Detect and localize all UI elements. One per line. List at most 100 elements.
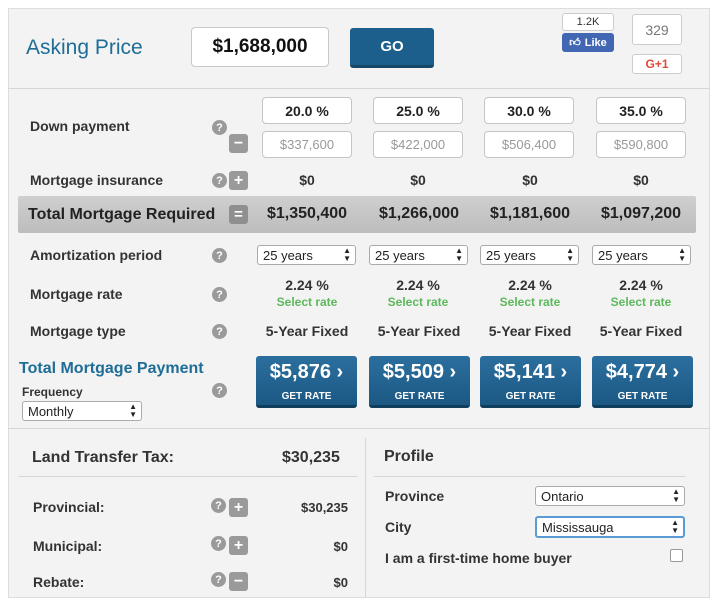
help-icon[interactable]: ?: [211, 536, 226, 551]
equals-icon: =: [229, 205, 248, 224]
get-rate-label: GET RATE: [505, 391, 556, 402]
down-payment-percent-input[interactable]: 20.0 %: [262, 97, 352, 124]
rate-cell: 2.24 % Select rate: [252, 277, 362, 309]
select-rate-link[interactable]: Select rate: [276, 295, 338, 309]
gplus-count: 329: [632, 14, 682, 45]
thumbs-up-icon: 👍︎: [569, 37, 581, 49]
amortization-select[interactable]: 25 years ▲ ▼: [592, 245, 691, 265]
frequency-select[interactable]: Monthly ▲ ▼: [22, 401, 142, 421]
section-divider: [8, 428, 710, 429]
select-arrows-icon: ▲ ▼: [671, 518, 679, 535]
plus-icon[interactable]: +: [229, 498, 248, 517]
municipal-label: Municipal:: [33, 538, 103, 554]
header: Asking Price $1,688,000 GO 1.2K 👍︎ Like …: [8, 8, 710, 88]
down-payment-percent-input[interactable]: 35.0 %: [596, 97, 686, 124]
rate-cell: 2.24 % Select rate: [363, 277, 473, 309]
help-icon[interactable]: ?: [212, 120, 227, 135]
get-rate-label: GET RATE: [617, 391, 668, 402]
insurance-value: $0: [410, 172, 426, 188]
select-arrows-icon: ▲ ▼: [678, 246, 686, 263]
select-arrows-icon: ▲ ▼: [343, 246, 351, 263]
rebate-label: Rebate:: [33, 574, 85, 590]
help-icon[interactable]: ?: [211, 572, 226, 587]
amortization-select[interactable]: 25 years ▲ ▼: [369, 245, 468, 265]
get-rate-button[interactable]: $4,774 › GET RATE: [592, 356, 693, 408]
plus-icon[interactable]: +: [229, 536, 248, 555]
mortgage-insurance-label: Mortgage insurance: [30, 172, 164, 188]
facebook-like-widget[interactable]: 1.2K 👍︎ Like: [562, 13, 614, 53]
amortization-select[interactable]: 25 years ▲ ▼: [480, 245, 579, 265]
amortization-value: 25 years: [486, 247, 536, 263]
fb-like-count: 1.2K: [562, 13, 614, 31]
rate-value: 2.24 %: [619, 277, 663, 293]
first-time-buyer-label: I am a first-time home buyer: [385, 550, 572, 566]
city-select[interactable]: Mississauga ▲ ▼: [535, 516, 685, 538]
down-payment-amount-input[interactable]: $506,400: [484, 131, 574, 158]
select-arrows-icon: ▲ ▼: [672, 487, 680, 504]
select-arrows-icon: ▲ ▼: [129, 402, 137, 419]
land-transfer-tax-title: Land Transfer Tax:: [32, 449, 174, 466]
payment-amount: $4,774: [605, 361, 667, 383]
select-rate-link[interactable]: Select rate: [610, 295, 672, 309]
get-rate-button[interactable]: $5,876 › GET RATE: [256, 356, 357, 408]
minus-icon[interactable]: −: [229, 572, 248, 591]
amortization-value: 25 years: [598, 247, 648, 263]
total-mortgage-required-bar: [18, 196, 696, 233]
gplus-button[interactable]: G+1: [632, 54, 682, 74]
payment-amount: $5,509: [382, 361, 444, 383]
insurance-value: $0: [299, 172, 315, 188]
get-rate-button[interactable]: $5,141 › GET RATE: [480, 356, 581, 408]
total-required-value: $1,266,000: [378, 205, 460, 222]
help-icon[interactable]: ?: [212, 287, 227, 302]
down-payment-amount-input[interactable]: $590,800: [596, 131, 686, 158]
help-icon[interactable]: ?: [212, 173, 227, 188]
plus-icon[interactable]: +: [229, 171, 248, 190]
down-payment-percent-input[interactable]: 30.0 %: [484, 97, 574, 124]
mortgage-type-value: 5-Year Fixed: [377, 323, 461, 339]
mortgage-rate-label: Mortgage rate: [30, 286, 123, 302]
profile-divider: [374, 476, 686, 477]
amortization-period-label: Amortization period: [30, 247, 163, 263]
rate-value: 2.24 %: [396, 277, 440, 293]
mortgage-type-label: Mortgage type: [30, 323, 126, 339]
help-icon[interactable]: ?: [212, 383, 227, 398]
asking-price-label: Asking Price: [26, 36, 143, 59]
go-button[interactable]: GO: [350, 28, 434, 68]
help-icon[interactable]: ?: [212, 324, 227, 339]
minus-icon[interactable]: −: [229, 134, 248, 153]
province-select[interactable]: Ontario ▲ ▼: [535, 486, 685, 506]
rate-cell: 2.24 % Select rate: [586, 277, 696, 309]
vertical-separator: [365, 438, 366, 598]
help-icon[interactable]: ?: [211, 498, 226, 513]
rate-value: 2.24 %: [508, 277, 552, 293]
header-divider: [8, 88, 710, 89]
provincial-value: $30,235: [301, 500, 348, 515]
select-arrows-icon: ▲ ▼: [566, 246, 574, 263]
chevron-right-icon: ›: [336, 361, 344, 383]
province-label: Province: [385, 488, 445, 504]
fb-like-label: Like: [584, 36, 607, 49]
select-arrows-icon: ▲ ▼: [455, 246, 463, 263]
insurance-value: $0: [522, 172, 538, 188]
insurance-value: $0: [633, 172, 649, 188]
rebate-value: $0: [333, 575, 348, 590]
asking-price-input[interactable]: $1,688,000: [191, 27, 329, 67]
first-time-buyer-checkbox[interactable]: [670, 549, 683, 562]
select-rate-link[interactable]: Select rate: [387, 295, 449, 309]
select-rate-link[interactable]: Select rate: [499, 295, 561, 309]
get-rate-button[interactable]: $5,509 › GET RATE: [369, 356, 470, 408]
total-mortgage-required-label: Total Mortgage Required: [28, 206, 216, 223]
frequency-label: Frequency: [22, 385, 83, 399]
down-payment-percent-input[interactable]: 25.0 %: [373, 97, 463, 124]
total-required-value: $1,097,200: [600, 205, 682, 222]
land-transfer-divider: [18, 476, 358, 477]
get-rate-label: GET RATE: [281, 391, 332, 402]
fb-like-button[interactable]: 👍︎ Like: [562, 33, 614, 52]
province-value: Ontario: [541, 488, 584, 504]
frequency-value: Monthly: [28, 403, 74, 419]
down-payment-amount-input[interactable]: $337,600: [262, 131, 352, 158]
help-icon[interactable]: ?: [212, 248, 227, 263]
rate-cell: 2.24 % Select rate: [475, 277, 585, 309]
down-payment-amount-input[interactable]: $422,000: [373, 131, 463, 158]
amortization-select[interactable]: 25 years ▲ ▼: [257, 245, 356, 265]
